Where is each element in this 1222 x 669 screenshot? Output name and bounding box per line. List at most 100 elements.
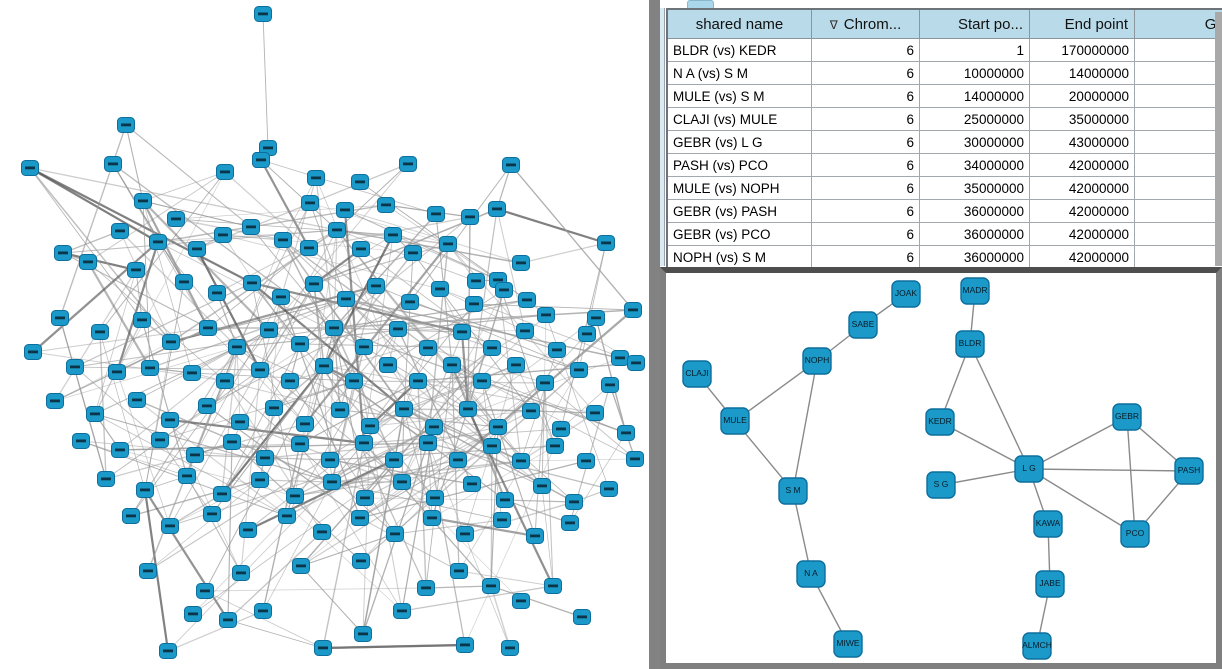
table-scrollbar-strip[interactable] — [1215, 12, 1222, 266]
network-edge — [403, 252, 414, 410]
network-node-madr[interactable] — [960, 277, 990, 305]
network-node-jabe[interactable] — [1035, 570, 1065, 598]
table-row[interactable]: MULE (vs) NOPH6350000004200000010.5 — [666, 176, 1222, 200]
network-edge — [560, 384, 611, 430]
network-node-bldr[interactable] — [955, 330, 985, 358]
network-node-label — [131, 268, 141, 272]
network-edge — [510, 164, 634, 311]
cell-shared-name: BLDR (vs) KEDR — [666, 38, 812, 62]
network-edge — [294, 426, 435, 497]
cell-end-point: 42000000 — [1029, 245, 1135, 270]
network-node-label — [83, 260, 93, 264]
network-node-label — [223, 618, 233, 622]
network-edge[interactable] — [1028, 468, 1136, 535]
column-header-label: End point — [1064, 15, 1128, 33]
network-node-label — [469, 302, 479, 306]
network-edge — [144, 281, 185, 491]
network-edge — [458, 369, 580, 572]
network-node-label — [255, 478, 265, 482]
network-node-label — [349, 379, 359, 383]
table-row[interactable]: GEBR (vs) PASH636000000420000008.9 — [666, 199, 1222, 223]
network-node-label — [486, 584, 496, 588]
network-node-label — [403, 162, 413, 166]
network-node-noph[interactable] — [802, 347, 832, 375]
network-edge — [74, 327, 335, 368]
column-header-start-po[interactable]: Start po... — [919, 8, 1030, 39]
network-edge[interactable] — [792, 490, 812, 575]
table-row[interactable]: GEBR (vs) L G6300000004300000016.9 — [666, 130, 1222, 154]
table-row[interactable]: PASH (vs) PCO6340000004200000011.4 — [666, 153, 1222, 177]
network-node-gebr[interactable] — [1112, 403, 1142, 431]
network-node-almch[interactable] — [1022, 632, 1052, 660]
column-header-end-point[interactable]: End point — [1029, 8, 1135, 39]
network-overview-panel[interactable] — [0, 0, 649, 669]
network-edge — [29, 167, 143, 321]
network-node-kedr[interactable] — [925, 408, 955, 436]
network-node-label — [255, 368, 265, 372]
network-edge — [300, 533, 396, 567]
network-node-kawa[interactable] — [1033, 510, 1063, 538]
network-node-label — [492, 207, 502, 211]
table-row[interactable]: BLDR (vs) KEDR61170000000192.0 — [666, 38, 1222, 62]
network-edge — [369, 410, 532, 427]
table-row[interactable]: MULE (vs) S M614000000200000007.5 — [666, 84, 1222, 108]
table-row[interactable]: GEBR (vs) PCO636000000420000008.4 — [666, 222, 1222, 246]
network-node-s-m[interactable] — [778, 477, 808, 505]
cell-shared-name: GEBR (vs) PCO — [666, 222, 812, 246]
network-node-l-g[interactable] — [1014, 455, 1044, 483]
network-edge[interactable] — [1028, 468, 1190, 472]
cell-shared-name: MULE (vs) NOPH — [666, 176, 812, 200]
network-node-label — [443, 242, 453, 246]
cell-start-po: 14000000 — [919, 84, 1030, 108]
table-row[interactable]: N A (vs) S M610000000140000006.6 — [666, 61, 1222, 85]
network-node-label — [390, 532, 400, 536]
network-node-pash[interactable] — [1174, 457, 1204, 485]
cell-chrom: 6 — [811, 130, 920, 154]
table-tab-fragment[interactable] — [687, 0, 714, 8]
network-edge — [363, 428, 562, 444]
network-edge[interactable] — [1126, 416, 1136, 535]
network-node-label — [115, 229, 125, 233]
network-edge — [427, 442, 511, 649]
network-edge[interactable] — [1028, 416, 1128, 470]
cell-genetic: 16.9 — [1134, 130, 1222, 154]
cell-chrom: 6 — [811, 153, 920, 177]
network-node-joak[interactable] — [891, 280, 921, 308]
table-row[interactable]: NOPH (vs) S M636000000420000009.9 — [666, 245, 1222, 270]
network-node-s-g[interactable] — [926, 471, 956, 499]
column-header-shared-name[interactable]: shared name — [666, 8, 812, 39]
table-row[interactable]: CLAJI (vs) MULE625000000350000005.9 — [666, 107, 1222, 131]
network-edge[interactable] — [969, 343, 1030, 470]
network-node-label — [70, 365, 80, 369]
column-header-chrom[interactable]: ∇ Chrom... — [811, 8, 920, 39]
network-edge — [221, 365, 325, 495]
network-node-label — [550, 444, 560, 448]
cell-start-po: 34000000 — [919, 153, 1030, 177]
network-node-label — [457, 330, 467, 334]
column-header-genetic[interactable]: Genetic... — [1134, 8, 1222, 39]
network-node-mule[interactable] — [720, 407, 750, 435]
network-edge — [268, 163, 409, 331]
network-node-claji[interactable] — [682, 360, 712, 388]
network-node-sabe[interactable] — [848, 311, 878, 339]
cell-end-point: 170000000 — [1029, 38, 1135, 62]
network-node-pco[interactable] — [1120, 520, 1150, 548]
network-edge[interactable] — [792, 360, 818, 492]
network-edge[interactable] — [939, 421, 1030, 470]
network-edge — [490, 445, 493, 587]
network-node-miwe[interactable] — [833, 630, 863, 658]
network-node-n-a[interactable] — [796, 560, 826, 588]
cell-start-po: 36000000 — [919, 245, 1030, 270]
network-node-label — [90, 412, 100, 416]
full-network-canvas[interactable] — [0, 0, 649, 669]
network-node-label — [212, 291, 222, 295]
network-edge — [125, 124, 144, 202]
network-node-label — [236, 571, 246, 575]
filter-icon[interactable]: ∇ — [829, 17, 838, 32]
network-edge — [282, 177, 317, 241]
network-edge — [125, 124, 252, 228]
network-node-label — [76, 439, 86, 443]
network-node-label — [530, 534, 540, 538]
